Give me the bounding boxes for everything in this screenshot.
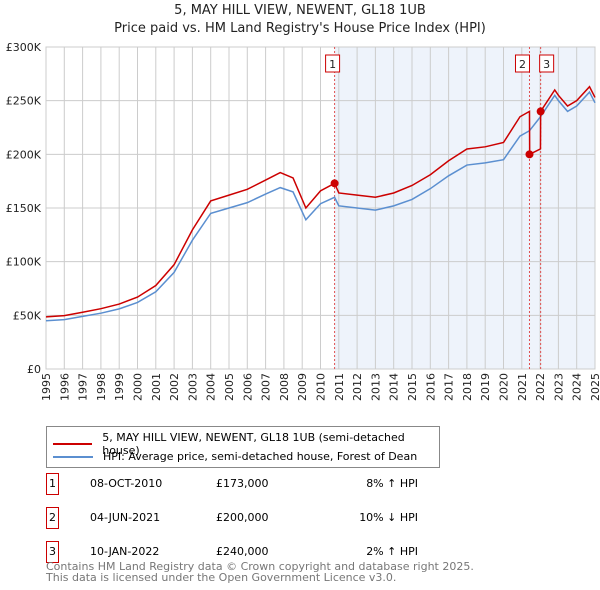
x-tick-label: 2000 — [132, 373, 145, 401]
y-tick-label: £0 — [27, 363, 41, 376]
legend-label-hpi: HPI: Average price, semi-detached house,… — [103, 450, 418, 463]
x-tick-label: 2012 — [351, 373, 364, 401]
x-tick-label: 2013 — [369, 373, 382, 401]
price-chart: 1995 1996 1997 1998 1999 2000 2001 2002 2003 2004… — [6, 41, 600, 401]
x-tick-label: 1999 — [113, 373, 126, 401]
x-tick-label: 2020 — [498, 373, 511, 401]
y-tick-label: £50K — [13, 309, 42, 322]
x-tick-label: 2008 — [278, 373, 291, 401]
x-tick-label: 1997 — [77, 373, 90, 401]
x-tick-label: 2019 — [479, 373, 492, 401]
x-tick-label: 2017 — [443, 373, 456, 401]
transaction-row: 3 10-JAN-2022 £240,000 2% ↑ HPI — [46, 541, 446, 563]
transaction-hpi-diff: 10% ↓ HPI — [359, 511, 418, 524]
x-tick-label: 2007 — [260, 373, 273, 401]
transaction-date: 04-JUN-2021 — [90, 511, 161, 524]
transaction-date: 10-JAN-2022 — [90, 545, 160, 558]
transaction-price: £200,000 — [216, 511, 269, 524]
legend-item-hpi: HPI: Average price, semi-detached house,… — [53, 450, 417, 463]
x-tick-label: 2021 — [516, 373, 529, 401]
transaction-marker: 2 — [46, 507, 59, 529]
legend: 5, MAY HILL VIEW, NEWENT, GL18 1UB (semi… — [46, 426, 440, 468]
x-tick-label: 2004 — [205, 373, 218, 401]
sale-marker-label: 3 — [543, 58, 550, 71]
x-tick-label: 1996 — [58, 373, 71, 401]
x-tick-label: 2015 — [406, 373, 419, 401]
x-tick-label: 2022 — [534, 373, 547, 401]
x-tick-label: 2005 — [223, 373, 236, 401]
y-tick-label: £150K — [6, 202, 42, 215]
legend-label-property: 5, MAY HILL VIEW, NEWENT, GL18 1UB (semi… — [102, 431, 405, 457]
sale-point — [330, 179, 339, 188]
x-tick-label: 2003 — [186, 373, 199, 401]
sale-marker-label: 1 — [329, 58, 336, 71]
footer-line: Contains HM Land Registry data © Crown c… — [46, 560, 474, 573]
transaction-marker: 1 — [46, 473, 59, 495]
legend-swatch-property — [53, 443, 93, 445]
legend-item-property: 5, MAY HILL VIEW, NEWENT, GL18 1UB (semi… — [53, 431, 439, 457]
transaction-hpi-diff: 8% ↑ HPI — [366, 477, 418, 490]
transaction-date: 08-OCT-2010 — [90, 477, 163, 490]
y-tick-label: £100K — [6, 256, 42, 269]
transaction-marker: 3 — [46, 541, 59, 563]
x-tick-label: 2023 — [552, 373, 565, 401]
y-tick-label: £200K — [6, 148, 42, 161]
footer: Contains HM Land Registry data © Crown c… — [46, 561, 474, 583]
sale-marker-label: 2 — [519, 58, 526, 71]
x-tick-label: 2024 — [571, 373, 584, 401]
x-tick-label: 1998 — [95, 373, 108, 401]
footer-line: This data is licensed under the Open Gov… — [46, 571, 397, 584]
transaction-row: 1 08-OCT-2010 £173,000 8% ↑ HPI — [46, 473, 446, 495]
x-tick-label: 2010 — [315, 373, 328, 401]
x-tick-label: 2018 — [461, 373, 474, 401]
sale-marker-box — [514, 54, 530, 73]
y-tick-label: £300K — [6, 41, 42, 54]
chart-subtitle: Price paid vs. HM Land Registry's House … — [114, 21, 486, 36]
transaction-price: £240,000 — [216, 545, 269, 558]
transaction-row: 2 04-JUN-2021 £200,000 10% ↓ HPI — [46, 507, 446, 529]
x-tick-label: 2006 — [241, 373, 254, 401]
x-tick-label: 2002 — [168, 373, 181, 401]
sale-marker-box — [539, 54, 555, 73]
x-tick-label: 2009 — [296, 373, 309, 401]
legend-swatch-hpi — [53, 455, 93, 458]
y-tick-label: £250K — [6, 95, 42, 108]
x-tick-label: 1995 — [40, 373, 53, 401]
plot-frame — [45, 46, 596, 370]
property-line — [45, 85, 596, 318]
transaction-price: £173,000 — [216, 477, 269, 490]
sale-point — [536, 107, 545, 116]
transaction-hpi-diff: 2% ↑ HPI — [366, 545, 418, 558]
sale-point — [525, 150, 534, 159]
x-tick-label: 2011 — [333, 373, 346, 401]
chart-title: 5, MAY HILL VIEW, NEWENT, GL18 1UB — [174, 3, 426, 18]
sale-marker-box — [325, 54, 341, 73]
x-tick-label: 2016 — [424, 373, 437, 401]
x-tick-label: 2025 — [589, 373, 600, 401]
x-tick-label: 2001 — [150, 373, 163, 401]
x-tick-label: 2014 — [388, 373, 401, 401]
